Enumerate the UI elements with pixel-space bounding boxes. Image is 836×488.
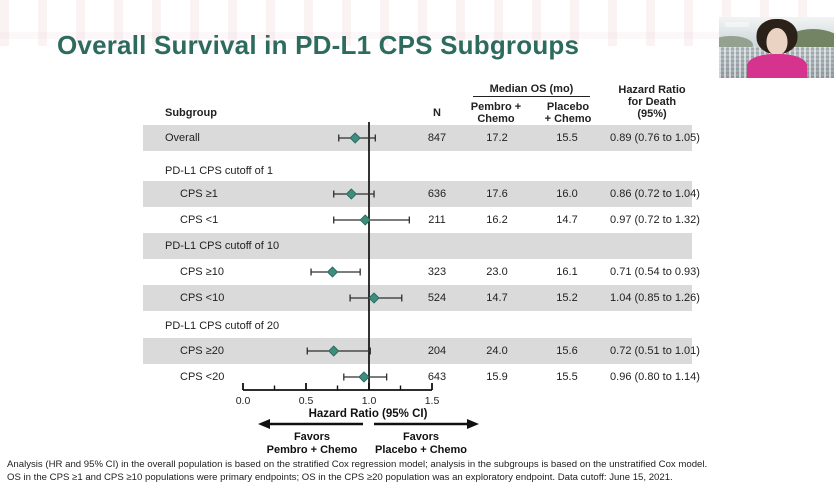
x-tick-label: 0.0: [235, 395, 251, 407]
pembro-column-header: Pembro + Chemo: [467, 101, 525, 125]
median-os-underline: [473, 96, 590, 97]
placebo-median-os: 14.7: [556, 214, 578, 226]
n-value: 323: [427, 266, 447, 278]
pembro-median-os: 14.7: [486, 292, 508, 304]
n-value: 204: [427, 345, 447, 357]
subgroup-label: PD-L1 CPS cutoff of 20: [165, 320, 280, 332]
subgroup-label: CPS ≥10: [180, 266, 224, 278]
table-row: CPS ≥1 636 17.6 16.0 0.86 (0.72 to 1.04): [143, 181, 700, 207]
placebo-column-header: Placebo + Chemo: [539, 101, 597, 125]
subgroup-label: CPS ≥20: [180, 345, 224, 357]
hazard-ratio-ci: 0.89 (0.76 to 1.05): [610, 132, 700, 144]
subgroup-label: CPS <10: [180, 292, 225, 304]
hazard-ratio-ci: 0.86 (0.72 to 1.04): [610, 188, 700, 200]
hazard-ratio-column-header: Hazard Ratio for Death (95%): [606, 84, 698, 120]
pembro-median-os: 15.9: [486, 371, 508, 383]
placebo-median-os: 15.5: [556, 132, 578, 144]
placebo-median-os: 16.1: [556, 266, 578, 278]
table-row: Overall 847 17.2 15.5 0.89 (0.76 to 1.05): [143, 125, 700, 151]
favors-right-arrowhead: [467, 419, 479, 429]
video-watermark: [725, 22, 749, 27]
subgroup-column-header: Subgroup: [165, 107, 217, 119]
favors-right-line2: Placebo + Chemo: [374, 443, 467, 456]
hr-header-line1: Hazard Ratio: [618, 84, 686, 96]
median-os-header: Median OS (mo): [489, 83, 574, 95]
hazard-ratio-ci: 0.97 (0.72 to 1.32): [610, 214, 700, 226]
favors-right-label: Favors Placebo + Chemo: [351, 431, 491, 456]
n-value: 524: [427, 292, 447, 304]
subgroup-label: CPS <20: [180, 371, 225, 383]
table-row: CPS ≥10 323 23.0 16.1 0.71 (0.54 to 0.93): [143, 259, 700, 285]
pembro-header-line2: Chemo: [477, 113, 515, 125]
favors-left-label: Favors Pembro + Chemo: [242, 431, 382, 456]
footnote-line-1: Analysis (HR and 95% CI) in the overall …: [7, 459, 708, 470]
footnote-line-2: OS in the CPS ≥1 and CPS ≥10 populations…: [7, 472, 673, 483]
hr-header-line2: for Death: [627, 96, 677, 108]
section-row: PD-L1 CPS cutoff of 1: [143, 158, 692, 184]
section-row: PD-L1 CPS cutoff of 20: [143, 313, 692, 339]
hazard-ratio-ci: 0.72 (0.51 to 1.01): [610, 345, 700, 357]
subgroup-label: PD-L1 CPS cutoff of 10: [165, 240, 280, 252]
table-row: CPS <10 524 14.7 15.2 1.04 (0.85 to 1.26): [143, 285, 700, 311]
x-axis-title: Hazard Ratio (95% CI): [308, 408, 428, 420]
slide-title: Overall Survival in PD-L1 CPS Subgroups: [57, 30, 580, 60]
hazard-ratio-ci: 0.71 (0.54 to 0.93): [610, 266, 700, 278]
placebo-median-os: 15.5: [556, 371, 578, 383]
table-row: CPS <1 211 16.2 14.7 0.97 (0.72 to 1.32): [143, 207, 700, 233]
hazard-ratio-ci: 1.04 (0.85 to 1.26): [610, 292, 700, 304]
n-column-header: N: [433, 107, 441, 119]
presenter-face: [766, 28, 787, 55]
favors-left-arrowhead: [258, 419, 270, 429]
pembro-median-os: 17.2: [486, 132, 508, 144]
n-value: 636: [427, 188, 447, 200]
favors-left-line2: Pembro + Chemo: [266, 443, 358, 456]
hazard-ratio-ci: 0.96 (0.80 to 1.14): [610, 371, 700, 383]
favors-right-line1: Favors: [402, 431, 440, 443]
subgroup-label: Overall: [165, 132, 200, 144]
pembro-header-line1: Pembro +: [470, 101, 522, 113]
placebo-median-os: 15.2: [556, 292, 578, 304]
pembro-median-os: 17.6: [486, 188, 508, 200]
x-tick-label: 1.0: [361, 395, 377, 407]
subgroup-label: CPS ≥1: [180, 188, 218, 200]
presenter-torso: [746, 54, 807, 78]
favors-left-line1: Favors: [293, 431, 331, 443]
n-value: 211: [428, 214, 446, 226]
pembro-median-os: 23.0: [486, 266, 508, 278]
pembro-median-os: 24.0: [486, 345, 508, 357]
pembro-median-os: 16.2: [486, 214, 508, 226]
subgroup-label: PD-L1 CPS cutoff of 1: [165, 165, 274, 177]
n-value: 847: [427, 132, 447, 144]
x-tick-label: 1.5: [424, 395, 440, 407]
placebo-median-os: 16.0: [556, 188, 578, 200]
hr-header-line3: (95%): [637, 108, 667, 120]
section-row: PD-L1 CPS cutoff of 10: [143, 233, 692, 259]
placebo-header-line1: Placebo: [546, 101, 590, 113]
placebo-header-line2: + Chemo: [544, 113, 592, 125]
placebo-median-os: 15.6: [556, 345, 578, 357]
x-tick-label: 0.5: [298, 395, 314, 407]
n-value: 643: [427, 371, 447, 383]
table-row: CPS <20 643 15.9 15.5 0.96 (0.80 to 1.14): [143, 364, 700, 390]
subgroup-label: CPS <1: [180, 214, 219, 226]
presenter-video[interactable]: [719, 17, 834, 78]
table-row: CPS ≥20 204 24.0 15.6 0.72 (0.51 to 1.01): [143, 338, 700, 364]
